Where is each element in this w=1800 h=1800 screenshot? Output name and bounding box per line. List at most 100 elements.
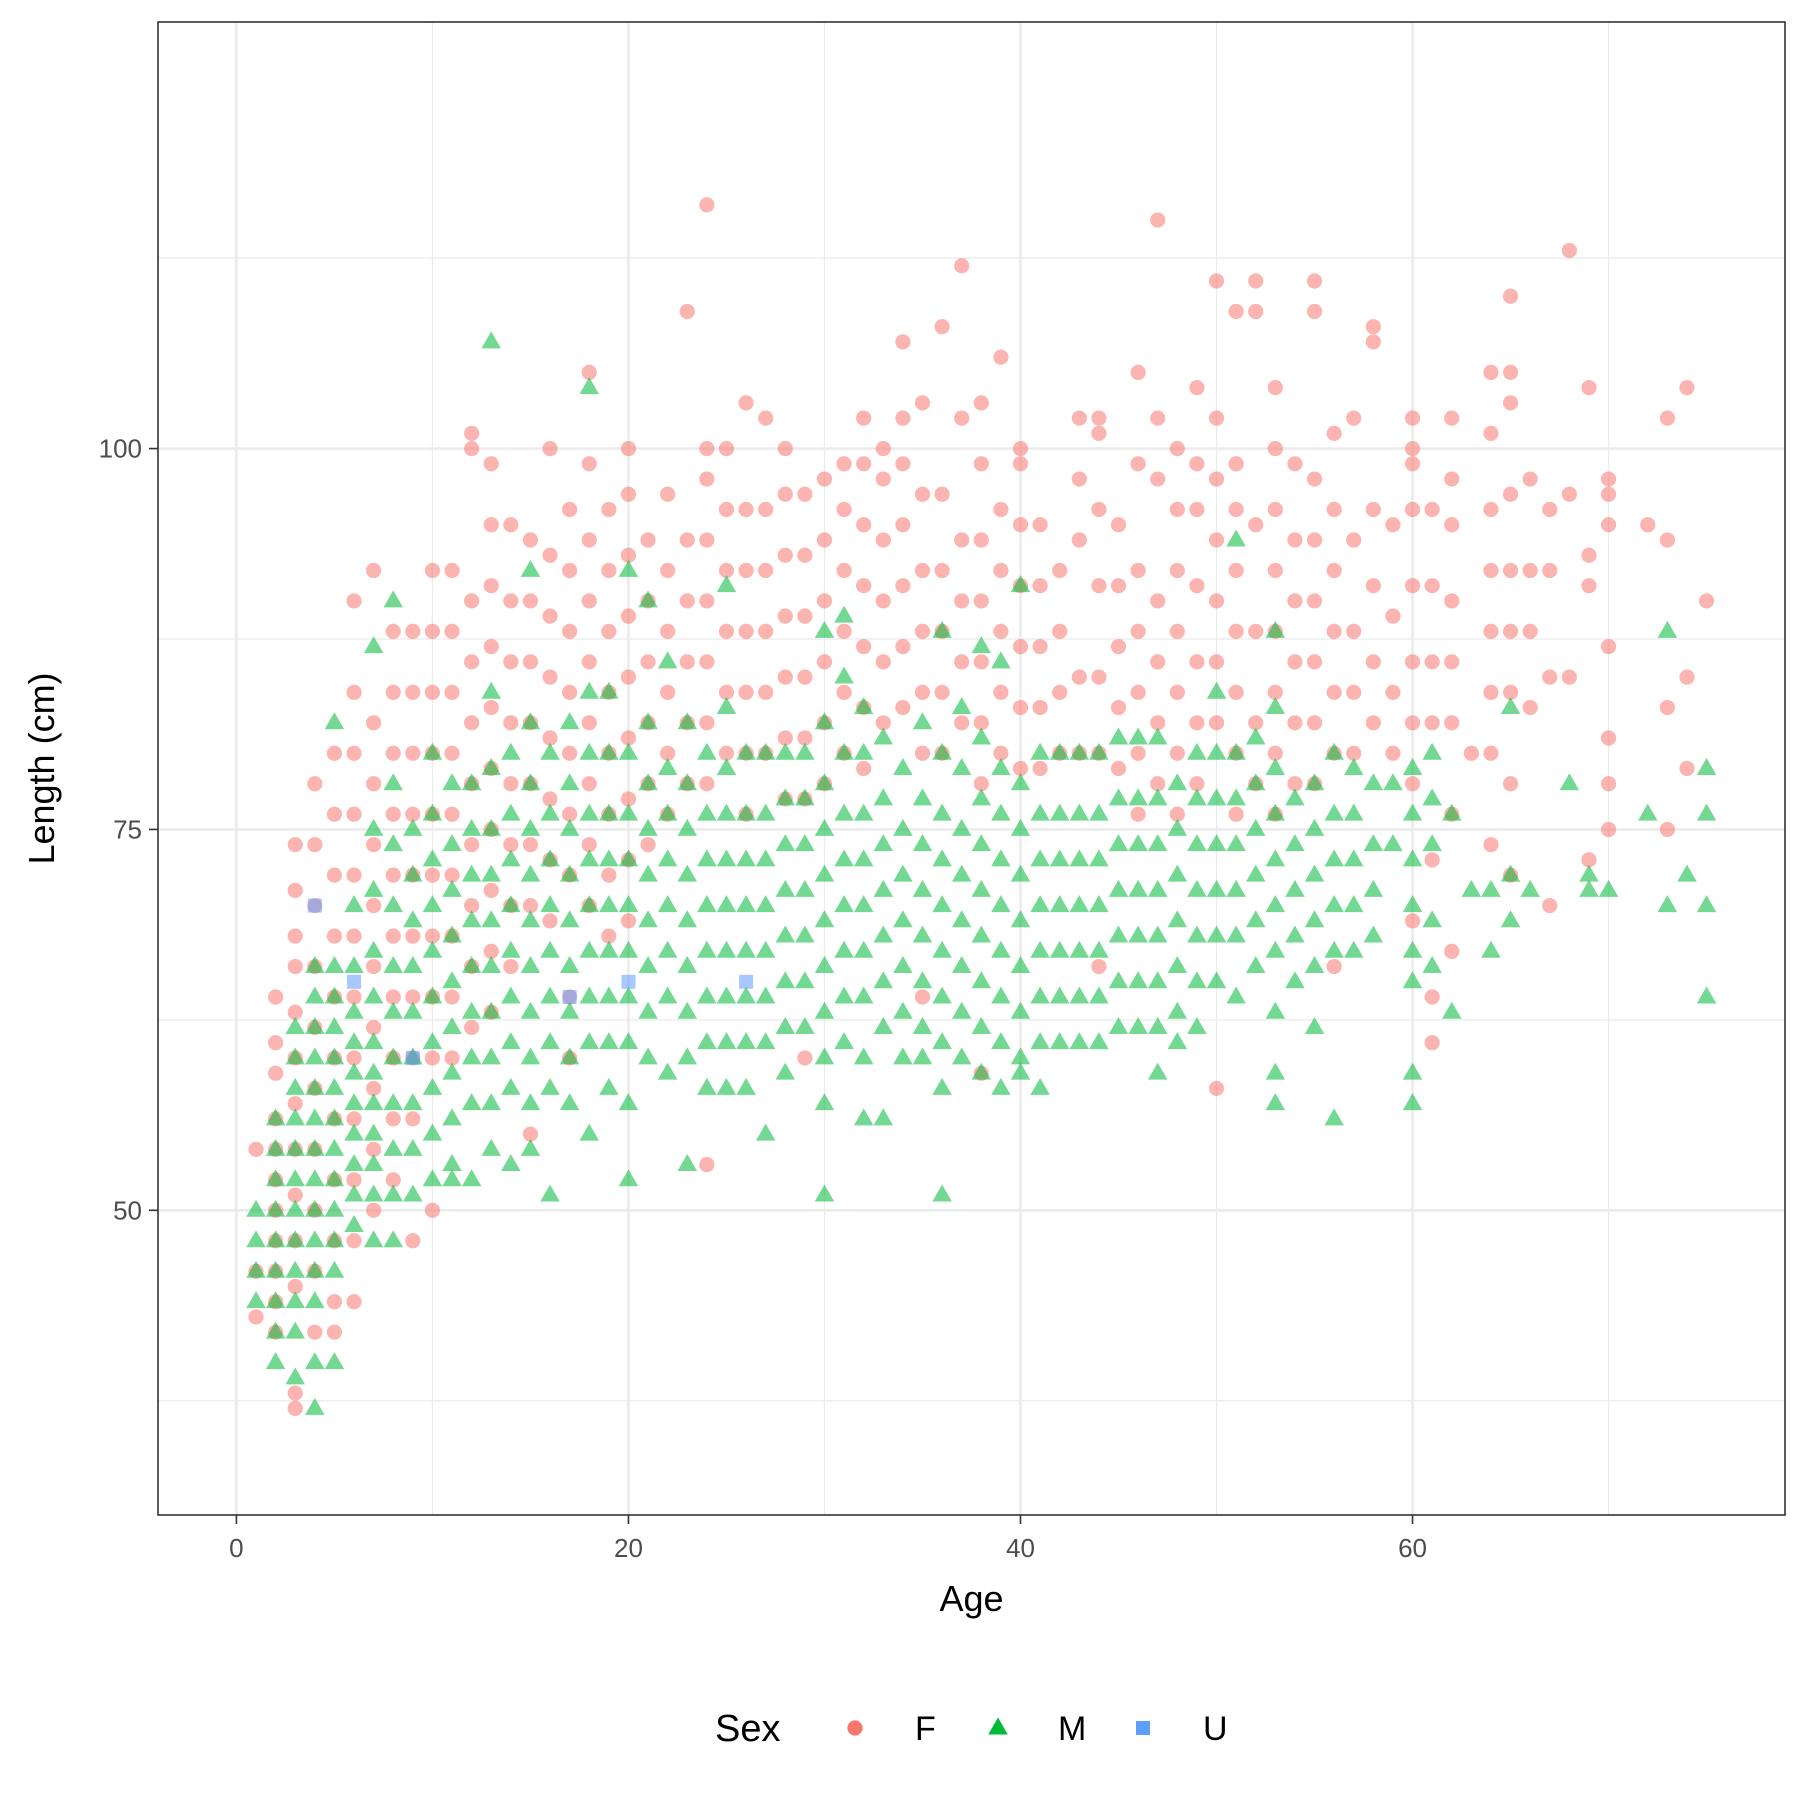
data-point: [1304, 910, 1325, 928]
data-point: [718, 501, 735, 518]
data-point: [954, 410, 970, 426]
data-point: [1306, 273, 1323, 289]
data-point: [1306, 654, 1323, 670]
data-point: [1326, 684, 1342, 700]
data-point: [1463, 745, 1479, 761]
data-point: [736, 1077, 756, 1095]
data-point: [1108, 925, 1129, 943]
data-point: [483, 943, 499, 959]
data-point: [444, 745, 460, 761]
data-point: [1206, 925, 1227, 943]
data-point: [834, 666, 854, 684]
data-point: [1404, 578, 1421, 594]
data-point: [324, 1108, 345, 1126]
data-point: [305, 1260, 325, 1278]
data-point: [1228, 303, 1244, 320]
series-M: [246, 331, 1717, 1415]
data-point: [991, 1032, 1011, 1050]
data-point: [1089, 742, 1109, 760]
data-point: [1265, 620, 1286, 638]
data-point: [405, 684, 421, 700]
data-point: [1265, 1062, 1286, 1080]
data-point: [1169, 623, 1185, 639]
data-point: [1030, 1077, 1050, 1095]
data-point: [738, 684, 754, 700]
data-point: [660, 562, 676, 579]
data-point: [464, 654, 480, 670]
data-point: [1306, 471, 1323, 487]
data-point: [405, 989, 421, 1005]
data-point: [581, 715, 597, 731]
data-point: [991, 986, 1011, 1004]
data-point: [816, 471, 833, 487]
x-tick-label: 40: [1006, 1533, 1035, 1563]
data-point: [775, 834, 796, 852]
data-point: [1306, 715, 1323, 731]
data-point: [503, 837, 519, 853]
data-point: [559, 910, 580, 928]
data-point: [1363, 879, 1384, 897]
data-point: [1089, 1032, 1109, 1050]
data-point: [677, 956, 698, 974]
data-point: [1167, 1001, 1188, 1019]
data-point: [1030, 849, 1050, 867]
data-point: [383, 590, 403, 608]
data-point: [1267, 684, 1283, 700]
data-point: [657, 986, 678, 1004]
data-point: [287, 1400, 303, 1416]
data-point: [795, 971, 815, 989]
data-point: [366, 1202, 382, 1218]
data-point: [1424, 989, 1440, 1005]
data-point: [559, 818, 580, 836]
data-point: [442, 773, 462, 791]
data-point: [991, 803, 1011, 821]
data-point: [1404, 715, 1421, 731]
data-point: [385, 745, 401, 761]
data-point: [1167, 818, 1188, 836]
data-point: [442, 834, 462, 852]
legend-label: F: [915, 1710, 936, 1748]
data-point: [834, 986, 854, 1004]
data-point: [1385, 745, 1401, 761]
data-point: [442, 1154, 462, 1172]
data-point: [1265, 849, 1286, 867]
data-point: [522, 593, 539, 609]
data-point: [481, 910, 501, 928]
data-point: [1404, 776, 1421, 792]
data-point: [1304, 773, 1325, 791]
data-point: [1108, 1016, 1129, 1034]
data-point: [1189, 578, 1205, 594]
data-point: [873, 1016, 894, 1034]
data-point: [285, 1138, 305, 1156]
data-point: [699, 440, 715, 457]
data-point: [363, 1184, 384, 1202]
data-point: [599, 681, 619, 699]
data-point: [366, 837, 382, 853]
data-point: [797, 1050, 813, 1066]
data-point: [1385, 517, 1401, 533]
data-point: [775, 788, 796, 806]
data-point: [1267, 745, 1283, 761]
data-point: [1442, 1001, 1462, 1019]
data-point: [1010, 956, 1031, 974]
data-point: [797, 608, 813, 624]
data-point: [1424, 501, 1440, 518]
data-point: [344, 1215, 364, 1233]
data-point: [1228, 684, 1244, 700]
data-point: [346, 593, 362, 609]
data-point: [1265, 940, 1286, 958]
data-point: [991, 757, 1011, 775]
data-point: [814, 1093, 835, 1111]
data-point: [1404, 440, 1421, 457]
data-point: [1542, 562, 1558, 579]
data-point: [520, 559, 541, 577]
data-point: [1502, 486, 1519, 502]
data-point: [501, 1032, 521, 1050]
data-point: [1483, 425, 1499, 441]
data-point: [1069, 803, 1090, 821]
data-point: [1208, 532, 1225, 548]
data-point: [834, 895, 854, 913]
data-point: [1091, 578, 1107, 594]
data-point: [797, 547, 813, 563]
data-point: [1226, 834, 1246, 852]
